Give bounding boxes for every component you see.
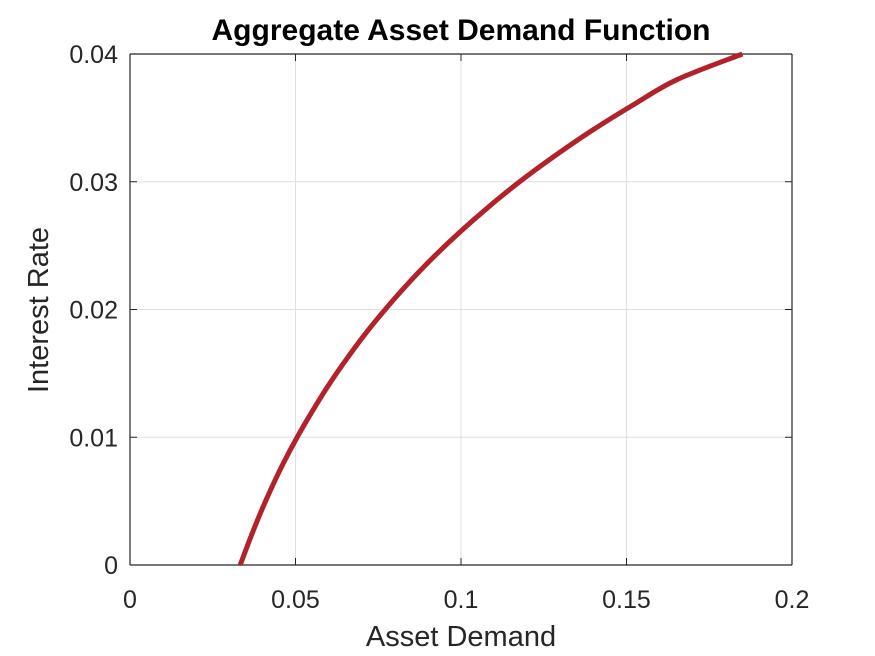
x-tick-label: 0 — [123, 586, 137, 614]
y-tick-label: 0.04 — [69, 41, 118, 69]
tick-labels: 0 0.05 0.1 0.15 0.2 0 0.01 0.02 0.03 0.04 — [69, 41, 809, 614]
chart-title: Aggregate Asset Demand Function — [212, 14, 711, 47]
y-tick-label: 0.01 — [69, 424, 118, 452]
y-tick-label: 0.03 — [69, 169, 118, 197]
x-tick-label: 0.15 — [602, 586, 651, 614]
demand-curve-line — [237, 51, 744, 566]
x-axis-label: Asset Demand — [366, 621, 556, 653]
y-tick-label: 0 — [104, 552, 118, 580]
x-tick-label: 0.2 — [775, 586, 810, 614]
y-tick-label: 0.02 — [69, 297, 118, 325]
x-tick-label: 0.1 — [444, 586, 479, 614]
y-axis-label: Interest Rate — [23, 227, 55, 393]
series — [237, 51, 744, 566]
x-tick-label: 0.05 — [271, 586, 320, 614]
grid — [130, 54, 792, 565]
